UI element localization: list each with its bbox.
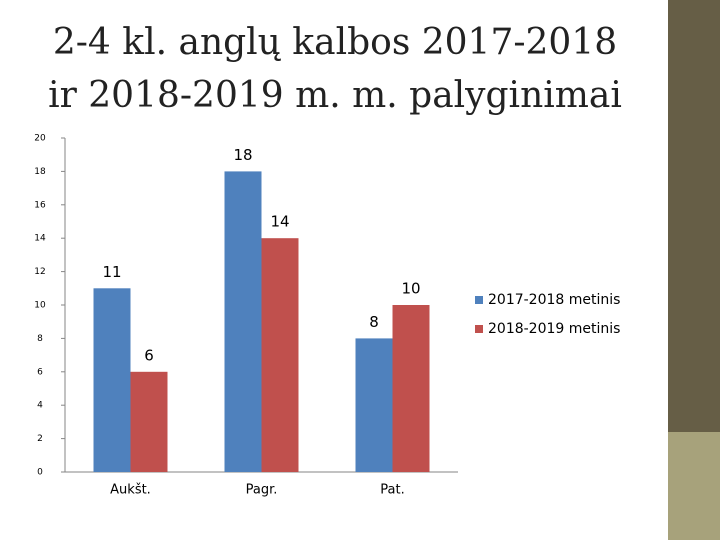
legend-swatch [475,325,483,333]
bar [130,371,168,472]
sidebar-bottom [668,432,720,540]
y-tick-label: 2 [37,434,43,444]
chart-title: 2-4 kl. anglų kalbos 2017-2018 [53,22,617,63]
bar [93,288,131,472]
x-tick-label: Aukšt. [110,483,151,498]
legend-swatch [475,296,483,304]
legend-label: 2018-2019 metinis [488,321,620,337]
bar [392,305,430,472]
y-tick-label: 0 [37,468,43,478]
y-tick-label: 20 [34,134,46,144]
y-tick-label: 8 [37,334,43,344]
data-label: 10 [401,280,420,298]
data-label: 8 [369,313,379,331]
data-label: 11 [102,263,121,281]
sidebar-top [668,0,720,432]
x-tick-label: Pat. [380,483,404,498]
chart-title: ir 2018-2019 m. m. palyginimai [48,75,622,116]
legend-label: 2017-2018 metinis [488,292,620,308]
x-tick-label: Pagr. [246,483,278,498]
data-label: 14 [270,213,289,231]
bar [261,238,299,472]
y-tick-label: 6 [37,367,43,377]
data-label: 6 [144,346,154,364]
y-tick-label: 14 [34,234,46,244]
y-tick-label: 18 [34,167,46,177]
data-label: 18 [233,146,252,164]
y-tick-label: 16 [34,200,46,210]
y-tick-label: 12 [34,267,45,277]
bar [355,338,393,472]
y-tick-label: 4 [37,401,43,411]
bar [224,171,262,472]
y-tick-label: 10 [34,301,46,311]
